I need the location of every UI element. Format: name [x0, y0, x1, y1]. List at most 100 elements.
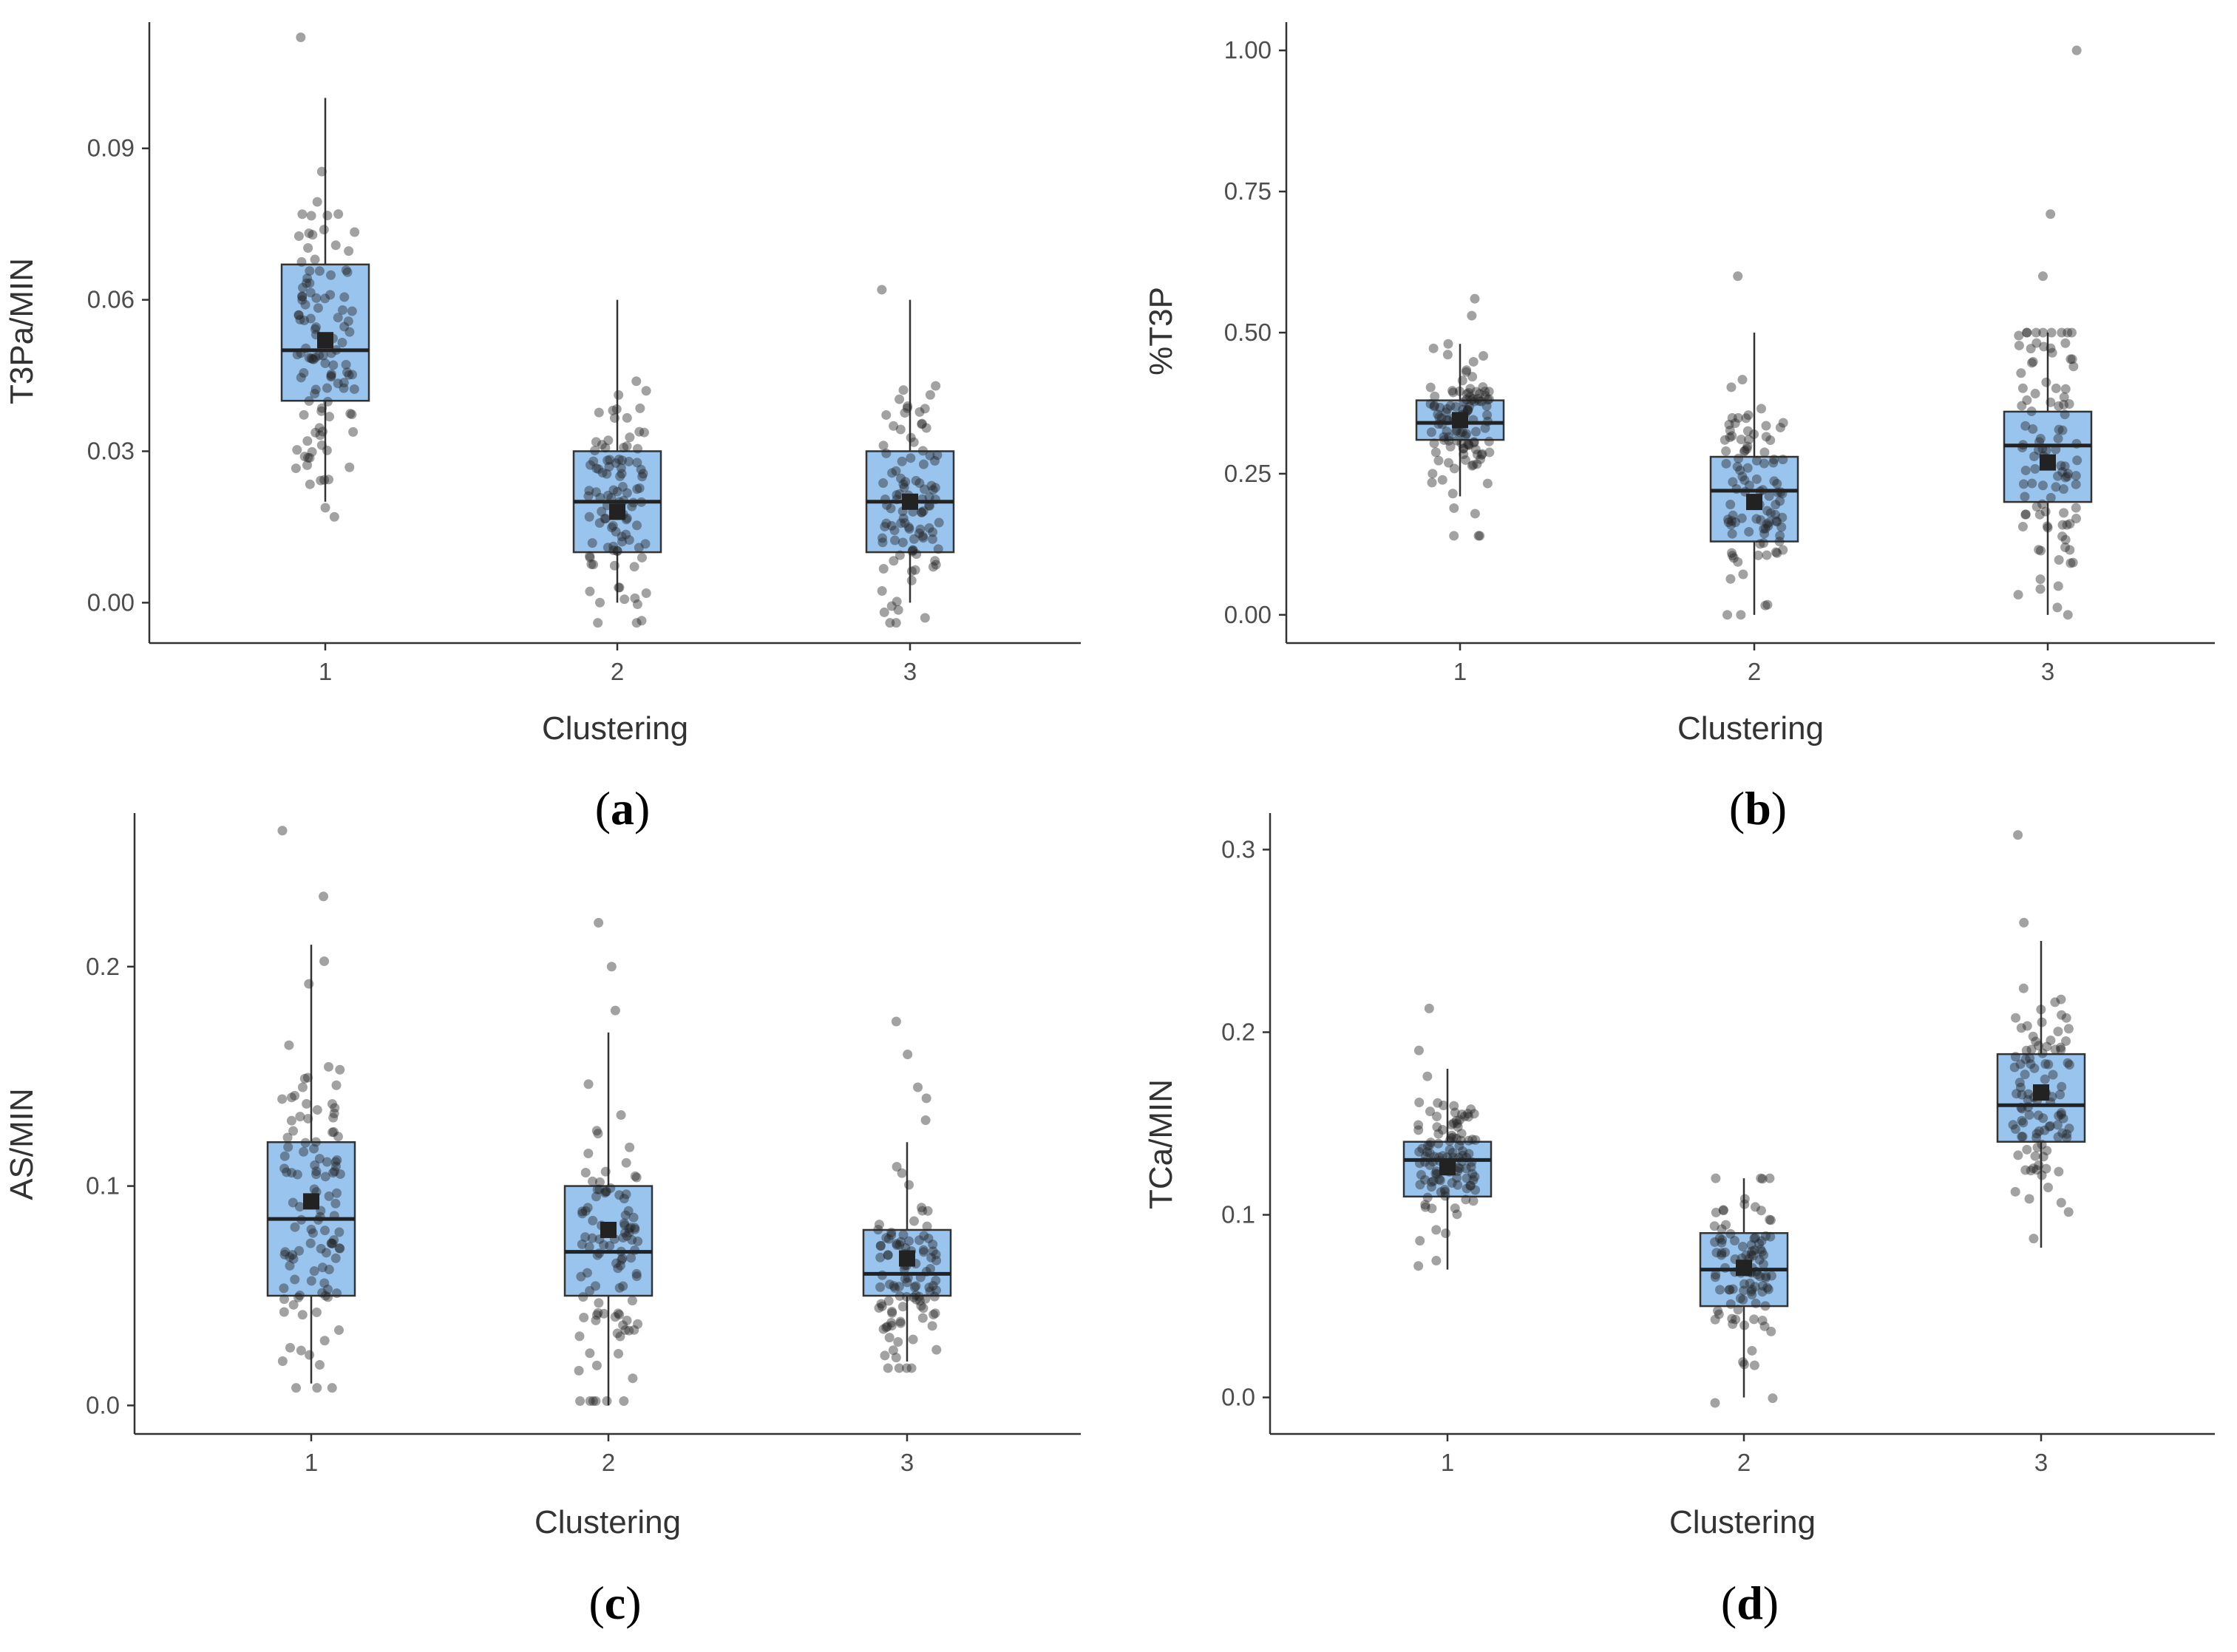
- data-point: [1744, 435, 1754, 445]
- data-point: [2061, 1013, 2071, 1023]
- data-point: [622, 1316, 632, 1326]
- data-point: [585, 551, 595, 561]
- data-point: [2034, 1041, 2044, 1051]
- data-point: [322, 445, 332, 455]
- data-point: [1711, 1207, 1721, 1217]
- data-point: [2057, 520, 2068, 530]
- data-point: [1436, 413, 1447, 424]
- data-point: [578, 1292, 588, 1302]
- data-point: [928, 527, 938, 537]
- data-point: [613, 1263, 623, 1274]
- data-point: [889, 556, 899, 566]
- data-point: [309, 1184, 319, 1194]
- data-point: [928, 1240, 938, 1250]
- data-point: [1470, 444, 1481, 455]
- data-point: [878, 564, 889, 574]
- data-point: [612, 546, 622, 557]
- data-point: [277, 1356, 288, 1367]
- data-point: [2020, 1070, 2030, 1080]
- data-point: [1462, 429, 1472, 439]
- data-point: [1739, 1199, 1750, 1209]
- data-point: [293, 1292, 304, 1302]
- data-point: [299, 368, 309, 378]
- data-point: [333, 1132, 343, 1142]
- data-point: [2008, 1120, 2018, 1130]
- data-point: [618, 1320, 628, 1330]
- data-point: [594, 517, 605, 528]
- data-point: [918, 506, 929, 517]
- data-point: [886, 1318, 897, 1328]
- x-axis-title: Clustering: [542, 710, 688, 747]
- x-tick-label: 1: [319, 658, 332, 685]
- data-point: [285, 1342, 295, 1353]
- data-point: [325, 412, 335, 422]
- data-point: [904, 1180, 914, 1190]
- data-point: [588, 1215, 598, 1226]
- data-point: [891, 466, 901, 476]
- data-point: [599, 1240, 609, 1250]
- data-point: [892, 1162, 902, 1172]
- data-point: [1755, 539, 1765, 549]
- data-point: [318, 350, 328, 361]
- data-point: [912, 549, 922, 560]
- data-point: [2014, 330, 2024, 341]
- data-point: [583, 491, 594, 501]
- data-point: [1725, 1228, 1736, 1239]
- data-point: [2023, 1089, 2034, 1099]
- data-point: [585, 1285, 595, 1296]
- data-point: [1460, 455, 1470, 465]
- data-point: [335, 1243, 345, 1254]
- data-point: [591, 1315, 601, 1325]
- data-point: [928, 562, 938, 572]
- data-point: [328, 360, 339, 370]
- data-point: [911, 475, 921, 486]
- data-point: [349, 384, 359, 394]
- data-point: [883, 1234, 894, 1244]
- mean-marker: [2040, 454, 2056, 471]
- x-axis-title: Clustering: [534, 1504, 681, 1540]
- data-point: [2030, 463, 2040, 474]
- data-point: [1759, 523, 1769, 534]
- data-point: [324, 1191, 334, 1201]
- data-point: [914, 1235, 925, 1245]
- data-point: [1765, 1215, 1776, 1226]
- data-point: [2017, 401, 2027, 411]
- data-point: [910, 565, 920, 575]
- data-point: [617, 1253, 628, 1263]
- mean-marker: [1746, 494, 1762, 511]
- data-point: [2035, 584, 2046, 594]
- data-point: [588, 560, 599, 570]
- data-point: [1451, 426, 1462, 437]
- data-point: [889, 526, 900, 536]
- data-point: [1467, 394, 1478, 404]
- data-point: [303, 1113, 313, 1124]
- data-point: [2054, 555, 2064, 565]
- data-point: [619, 1218, 629, 1228]
- data-point: [909, 534, 919, 544]
- data-point: [326, 270, 336, 280]
- data-point: [1422, 1192, 1433, 1203]
- data-point: [1432, 1122, 1442, 1132]
- data-point: [297, 295, 308, 305]
- data-point: [1459, 397, 1469, 407]
- data-point: [1470, 1135, 1481, 1145]
- data-point: [909, 1282, 920, 1292]
- data-point: [900, 477, 911, 487]
- data-point: [2018, 1118, 2029, 1128]
- data-point: [1759, 1250, 1769, 1260]
- data-point: [2043, 1059, 2054, 1070]
- data-point: [893, 605, 903, 615]
- mean-marker: [1452, 412, 1468, 429]
- x-tick-label: 1: [305, 1449, 318, 1476]
- data-point: [624, 456, 634, 466]
- data-point: [1436, 1187, 1446, 1197]
- data-point: [302, 1073, 313, 1083]
- data-point: [1425, 1160, 1435, 1170]
- data-point: [626, 1253, 637, 1263]
- box-group-2: [572, 299, 662, 628]
- data-point: [605, 1183, 616, 1193]
- data-point: [327, 1383, 337, 1393]
- y-tick-label: 0.0: [1221, 1384, 1255, 1411]
- data-point: [1727, 528, 1737, 539]
- data-point: [2022, 1144, 2032, 1155]
